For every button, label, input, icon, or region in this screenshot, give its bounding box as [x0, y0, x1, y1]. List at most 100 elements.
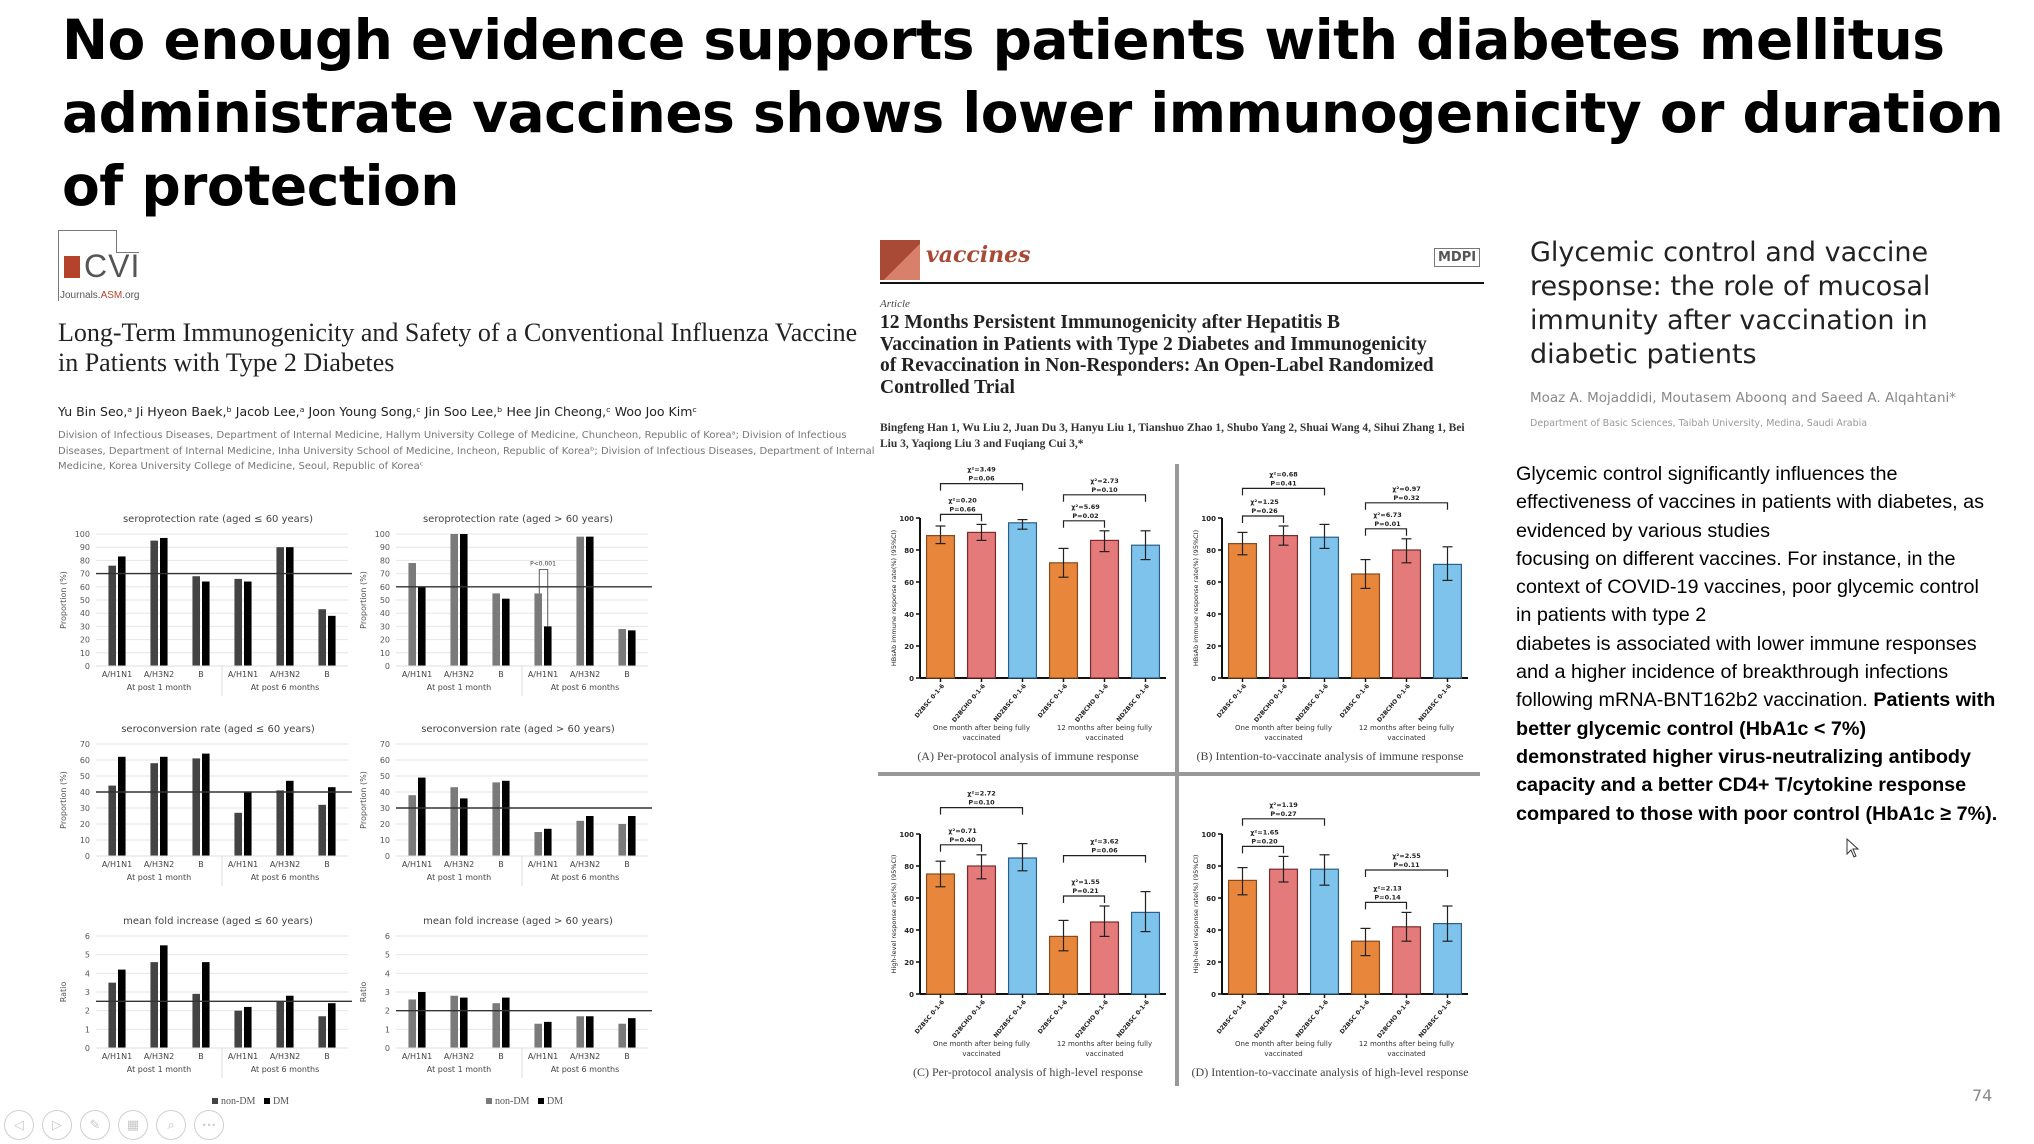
bar-non-dm	[192, 993, 200, 1048]
group-label: At post 1 month	[127, 1065, 191, 1074]
bar	[1309, 536, 1340, 679]
x-tick-label: A/H1N1	[228, 860, 258, 869]
x-tick-label: ND2BSC 0-1-6	[1417, 683, 1453, 724]
bar-dm	[160, 537, 168, 666]
p-value-label: P=0.40	[949, 836, 976, 844]
legend-right: non-DM DM	[480, 1096, 563, 1107]
bar-non-dm	[576, 1016, 584, 1048]
bar	[1007, 522, 1038, 679]
x-tick-label: A/H3N2	[270, 860, 300, 869]
bar-non-dm	[492, 593, 500, 666]
y-tick-label: 50	[380, 596, 390, 605]
y-tick-label: 60	[1206, 895, 1216, 903]
bar-non-dm	[408, 795, 416, 856]
bar	[1268, 868, 1299, 995]
x-tick-label: B	[198, 670, 204, 679]
y-tick-label: 40	[904, 611, 914, 619]
x-tick-label: D2BCHO 0-1-6	[1253, 999, 1289, 1040]
group-label: One month after being fully	[1235, 1040, 1332, 1048]
chart-title: seroprotection rate (aged > 60 years)	[423, 514, 613, 525]
x-tick-label: D2BCHO 0-1-6	[1074, 999, 1110, 1040]
comparison-bracket	[1241, 818, 1326, 826]
y-tick-label: 90	[80, 543, 90, 552]
group-label: 12 months after being fully	[1359, 724, 1454, 732]
y-tick-label: 0	[85, 852, 90, 861]
previous-slide-button[interactable]: ◁	[4, 1110, 34, 1140]
bar-non-dm	[276, 1001, 284, 1048]
slide-title: No enough evidence supports patients wit…	[62, 8, 2004, 218]
slide-sorter-button[interactable]: ▦	[118, 1110, 148, 1140]
p-value-label: P=0.01	[1374, 520, 1401, 528]
slides-icon: ▦	[126, 1117, 140, 1133]
cvi-logo-text: CVI	[84, 248, 141, 284]
bar-dm	[286, 995, 294, 1048]
bar-dm	[202, 962, 210, 1048]
y-tick-label: 0	[385, 1044, 390, 1053]
group-label: At post 6 months	[251, 683, 320, 692]
group-label: vaccinated	[962, 734, 1000, 742]
p-value-label: P=0.27	[1270, 810, 1296, 818]
chart-hbv-d: 0 20 40 60 80 100 High-level response rate(%) …	[1180, 776, 1480, 1088]
bar-non-dm	[234, 1010, 242, 1048]
y-tick-label: 20	[380, 636, 390, 645]
y-tick-label: 80	[380, 556, 390, 565]
p-value-label: P=0.10	[968, 799, 995, 807]
bar-non-dm	[534, 1023, 542, 1048]
x-tick-label: A/H1N1	[402, 860, 432, 869]
bar-dm	[418, 586, 426, 666]
chart-caption: (D) Intention-to-vaccinate analysis of h…	[1191, 1065, 1469, 1079]
chart-svg: seroprotection rate (aged ≤ 60 years) 0 10…	[59, 514, 352, 696]
bar-dm	[160, 945, 168, 1048]
comparison-bracket	[1062, 494, 1147, 502]
bar-non-dm	[618, 629, 626, 666]
bar	[1007, 857, 1038, 995]
group-label: At post 6 months	[251, 1065, 320, 1074]
y-tick-label: 60	[904, 895, 914, 903]
bar-dm	[502, 780, 510, 856]
bar-dm	[628, 816, 636, 856]
bar-non-dm	[276, 790, 284, 856]
chart-title: seroconversion rate (aged > 60 years)	[421, 724, 615, 735]
x-tick-label: A/H1N1	[528, 1052, 558, 1061]
microscope-icon	[64, 256, 80, 278]
next-slide-button[interactable]: ▷	[42, 1110, 72, 1140]
bar-non-dm	[450, 534, 458, 666]
x-tick-label: B	[624, 670, 630, 679]
group-label: At post 1 month	[427, 1065, 491, 1074]
pen-tool-button[interactable]: ✎	[80, 1110, 110, 1140]
group-label: At post 1 month	[127, 683, 191, 692]
summary-line: diabetes is associated with lower immune…	[1516, 632, 1977, 655]
y-tick-label: 2	[85, 1007, 90, 1016]
chart-mean-fold-young: mean fold increase (aged ≤ 60 years) 0 1 2 3…	[56, 912, 436, 1082]
comparison-bracket	[1241, 515, 1285, 523]
more-options-button[interactable]: •••	[194, 1110, 224, 1140]
bar-dm	[286, 547, 294, 666]
x-tick-label: D2BSC 0-1-6	[1216, 999, 1248, 1036]
paper2-title: 12 Months Persistent Immunogenicity afte…	[880, 312, 1434, 398]
x-tick-label: D2BCHO 0-1-6	[951, 999, 987, 1040]
y-axis-label: High-level response rate(%) (95%CI)	[1192, 855, 1200, 974]
bar	[1089, 539, 1120, 679]
chart-svg: seroconversion rate (aged > 60 years) 0 10…	[359, 724, 652, 886]
bar-non-dm	[192, 758, 200, 856]
x-tick-label: ND2BSC 0-1-6	[992, 683, 1028, 724]
y-tick-label: 60	[80, 756, 90, 765]
y-tick-label: 70	[80, 740, 90, 749]
chi-square-label: χ²=0.71	[948, 827, 977, 835]
bar-dm	[460, 798, 468, 856]
bar-dm	[202, 753, 210, 856]
bar-non-dm	[318, 804, 326, 856]
bar	[925, 534, 956, 679]
bar-non-dm	[408, 563, 416, 666]
comparison-bracket	[1364, 901, 1408, 910]
bar-dm	[460, 997, 468, 1048]
bar-non-dm	[450, 787, 458, 856]
bar-dm	[244, 792, 252, 856]
legend-swatch-dm	[537, 1098, 544, 1105]
paper1-affiliations: Division of Infectious Diseases, Departm…	[58, 430, 875, 472]
zoom-button[interactable]: ⌕	[156, 1110, 186, 1140]
x-tick-label: B	[498, 1052, 504, 1061]
y-tick-label: 10	[80, 836, 90, 845]
page-number: 74	[1972, 1086, 1993, 1105]
magnifier-icon: ⌕	[167, 1117, 175, 1133]
